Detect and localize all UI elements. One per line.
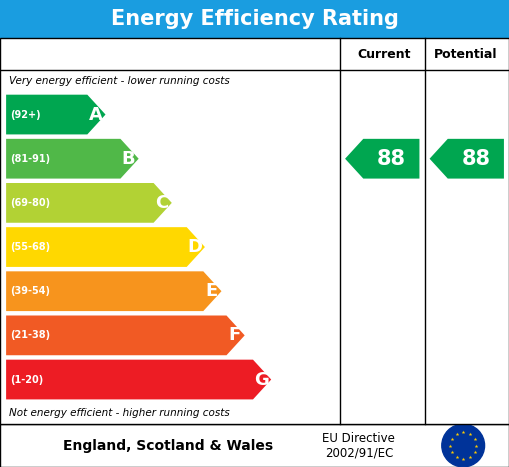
Text: (1-20): (1-20)	[10, 375, 43, 384]
Text: F: F	[229, 326, 241, 344]
Bar	[0, 38, 509, 424]
Text: (55-68): (55-68)	[10, 242, 50, 252]
Text: Potential: Potential	[434, 48, 497, 61]
Polygon shape	[6, 95, 105, 134]
Text: (81-91): (81-91)	[10, 154, 50, 164]
Text: Energy Efficiency Rating: Energy Efficiency Rating	[110, 9, 399, 29]
Polygon shape	[6, 360, 271, 399]
Text: D: D	[187, 238, 203, 256]
Text: (39-54): (39-54)	[10, 286, 50, 296]
Text: (21-38): (21-38)	[10, 330, 50, 340]
Text: (92+): (92+)	[10, 110, 41, 120]
Bar	[0, 424, 509, 467]
Text: 88: 88	[461, 149, 490, 169]
Polygon shape	[6, 139, 138, 178]
Bar	[0, 0, 509, 38]
Text: 88: 88	[377, 149, 406, 169]
Text: EU Directive
2002/91/EC: EU Directive 2002/91/EC	[322, 432, 395, 460]
Polygon shape	[430, 139, 504, 178]
Text: England, Scotland & Wales: England, Scotland & Wales	[63, 439, 273, 453]
Polygon shape	[6, 227, 205, 267]
Text: Current: Current	[357, 48, 411, 61]
Polygon shape	[6, 316, 245, 355]
Ellipse shape	[442, 424, 485, 467]
Polygon shape	[6, 271, 221, 311]
Text: E: E	[205, 282, 218, 300]
Text: (69-80): (69-80)	[10, 198, 50, 208]
Text: A: A	[89, 106, 102, 124]
Text: Not energy efficient - higher running costs: Not energy efficient - higher running co…	[9, 408, 230, 418]
Polygon shape	[345, 139, 419, 178]
Text: Very energy efficient - lower running costs: Very energy efficient - lower running co…	[9, 76, 230, 86]
Text: B: B	[122, 150, 135, 168]
Text: C: C	[155, 194, 168, 212]
Text: G: G	[254, 370, 269, 389]
Polygon shape	[6, 183, 172, 223]
